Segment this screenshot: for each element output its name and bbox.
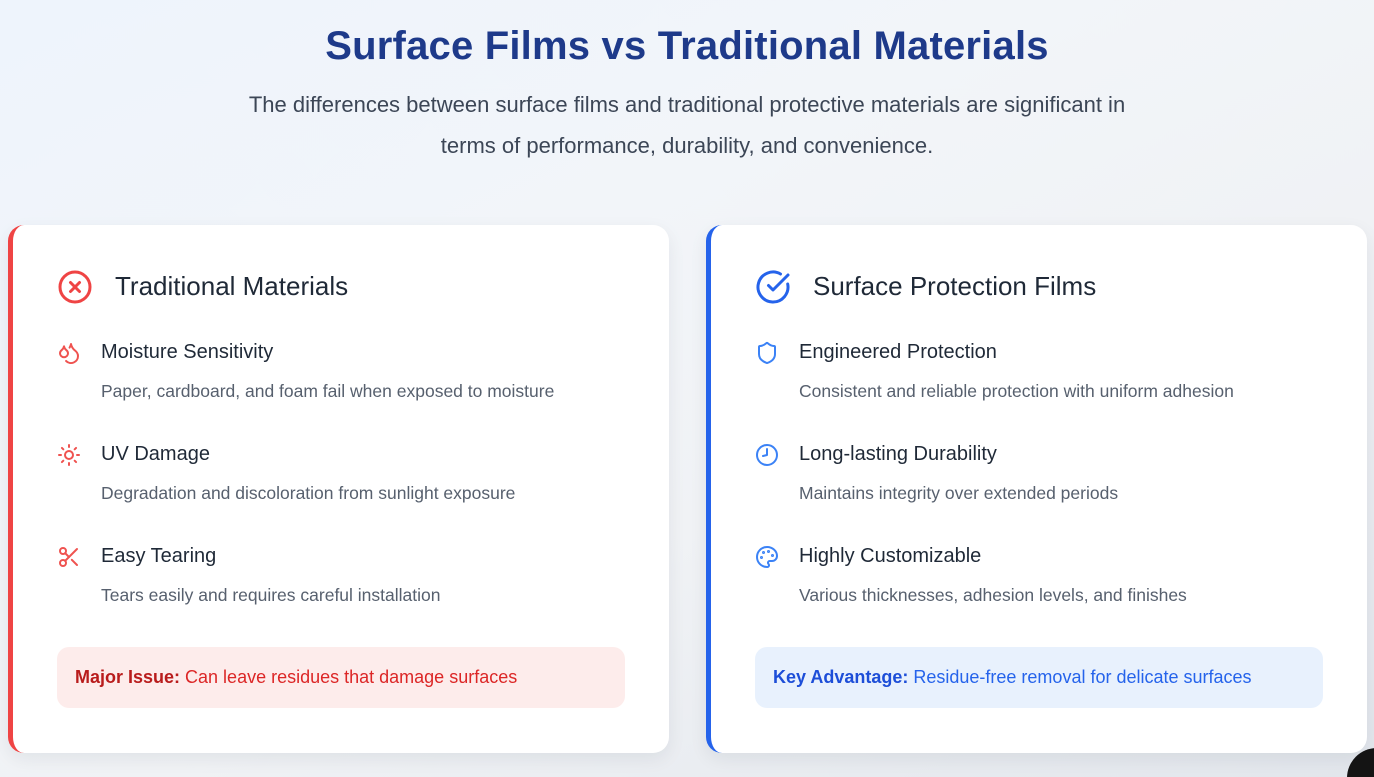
circle-x-icon (58, 270, 92, 304)
list-item: Moisture Sensitivity Paper, cardboard, a… (57, 341, 625, 402)
item-title: Easy Tearing (101, 545, 217, 568)
list-item: Engineered Protection Consistent and rel… (755, 341, 1323, 402)
list-item: Highly Customizable Various thicknesses,… (755, 545, 1323, 606)
item-title: Engineered Protection (799, 341, 997, 364)
item-description: Consistent and reliable protection with … (799, 380, 1234, 401)
list-item: UV Damage Degradation and discoloration … (57, 443, 625, 504)
comparison-cards-row: Traditional Materials Moisture Sensitivi… (0, 224, 1374, 753)
key-advantage-callout: Key Advantage: Residue-free removal for … (755, 646, 1323, 708)
card-title: Traditional Materials (115, 271, 349, 302)
item-description: Paper, cardboard, and foam fail when exp… (101, 380, 555, 401)
card-traditional-materials: Traditional Materials Moisture Sensitivi… (8, 224, 669, 753)
item-description: Tears easily and requires careful instal… (101, 584, 441, 605)
clock-icon (756, 443, 778, 466)
callout-label: Key Advantage: (773, 666, 909, 687)
major-issue-callout: Major Issue: Can leave residues that dam… (57, 646, 625, 708)
card-title: Surface Protection Films (813, 271, 1097, 302)
callout-text: Residue-free removal for delicate surfac… (908, 666, 1252, 687)
shield-icon (758, 341, 776, 364)
droplets-icon (59, 342, 80, 364)
scissors-icon (59, 546, 78, 567)
page-header: Surface Films vs Traditional Materials T… (0, 0, 1374, 167)
item-description: Degradation and discoloration from sunli… (101, 482, 516, 503)
page-title: Surface Films vs Traditional Materials (325, 24, 1049, 68)
callout-text: Can leave residues that damage surfaces (180, 666, 518, 687)
sun-icon (58, 443, 80, 466)
item-title: UV Damage (101, 443, 210, 466)
item-title: Long-lasting Durability (799, 443, 997, 466)
palette-icon (756, 545, 778, 568)
list-item: Easy Tearing Tears easily and requires c… (57, 545, 625, 606)
item-description: Various thicknesses, adhesion levels, an… (799, 584, 1187, 605)
item-title: Highly Customizable (799, 545, 982, 568)
card-surface-protection-films: Surface Protection Films Engineered Prot… (706, 224, 1367, 753)
card-films-header: Surface Protection Films (755, 269, 1323, 305)
item-title: Moisture Sensitivity (101, 341, 274, 364)
page-subtitle: The differences between surface films an… (248, 92, 1126, 158)
circle-check-icon (756, 270, 790, 304)
list-item: Long-lasting Durability Maintains integr… (755, 443, 1323, 504)
callout-label: Major Issue: (75, 666, 181, 687)
card-traditional-header: Traditional Materials (57, 269, 625, 305)
item-description: Maintains integrity over extended period… (799, 482, 1119, 503)
